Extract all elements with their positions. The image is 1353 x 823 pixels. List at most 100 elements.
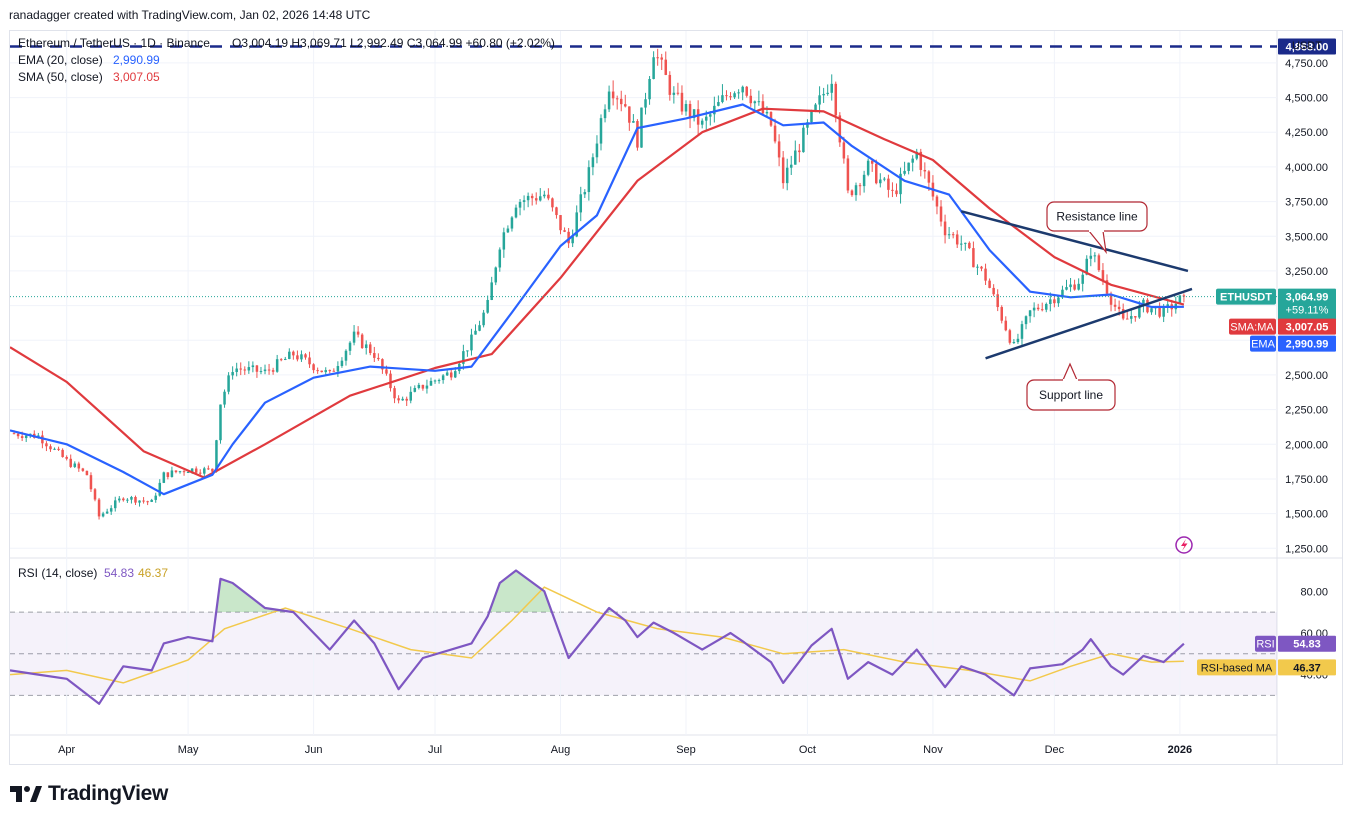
price-tick-label: 1,500.00 (1285, 509, 1328, 521)
candle-body (611, 91, 615, 99)
candle-body (992, 287, 995, 295)
candle-body (984, 268, 987, 281)
candle-body (567, 231, 570, 244)
support-callout[interactable]: Support line (1026, 362, 1116, 411)
candle-body (850, 190, 854, 196)
rsi-legend-label[interactable]: RSI (14, close) (18, 566, 97, 580)
candle-body (126, 499, 129, 501)
candle-body (1093, 255, 1097, 257)
candle-body (454, 371, 457, 378)
time-tick-label: Nov (923, 744, 943, 756)
candle-body (207, 468, 210, 470)
candle-body (587, 167, 591, 193)
time-tick-label: Sep (676, 744, 696, 756)
candle-body (1085, 258, 1089, 275)
price-tick-label: 1,750.00 (1285, 474, 1328, 486)
candle-body (563, 230, 566, 232)
candle-body (789, 164, 793, 168)
ema-legend-label[interactable]: EMA (20, close) (18, 53, 103, 67)
candle-body (583, 192, 587, 195)
tradingview-logo-text: TradingView (48, 782, 169, 805)
sma-legend-value: 3,007.05 (113, 70, 160, 84)
candle-body (660, 57, 663, 60)
candle-body (154, 495, 157, 500)
candle-body (972, 248, 975, 268)
sma-legend-label[interactable]: SMA (50, close) (18, 70, 103, 84)
flash-icon[interactable] (1175, 536, 1193, 554)
candle-body (599, 118, 603, 144)
price-tick-label: 4,000.00 (1285, 162, 1328, 174)
rsi-tick-label: 80.00 (1300, 586, 1328, 598)
candle-body (328, 370, 332, 372)
candle-body (470, 334, 473, 351)
candle-body (1121, 309, 1125, 319)
symbol-tag-text: ETHUSDT (1220, 292, 1272, 304)
rsi-value-text: 54.83 (1293, 639, 1321, 651)
chart-container[interactable]: Resistance line Support line 1,250.00 1,50… (9, 30, 1343, 765)
candle-body (1073, 284, 1076, 290)
candle-body (1113, 304, 1117, 307)
candle-body (288, 351, 291, 359)
candle-body (628, 106, 631, 123)
candle-body (838, 115, 842, 143)
sma-value-text: 3,007.05 (1286, 322, 1329, 334)
candle-body (830, 83, 833, 93)
candle-body (466, 350, 469, 352)
candle-body (85, 470, 89, 476)
price-pane[interactable] (10, 31, 1277, 558)
price-tick-label: 3,750.00 (1285, 197, 1328, 209)
chart-svg[interactable]: Resistance line Support line 1,250.00 1,50… (9, 31, 1342, 764)
candle-body (474, 330, 477, 335)
candle-body (891, 189, 894, 191)
candle-body (737, 92, 740, 94)
price-tick-label: 4,500.00 (1285, 93, 1328, 105)
candle-body (89, 475, 93, 490)
candle-body (198, 472, 202, 474)
candle-body (166, 472, 170, 477)
candle-body (935, 196, 939, 207)
candle-body (320, 370, 323, 373)
candle-body (745, 86, 748, 96)
price-tick-label: 4,250.00 (1285, 127, 1328, 139)
candle-body (279, 359, 283, 361)
price-badge-change: +59.11% (1286, 305, 1329, 317)
candle-body (522, 200, 526, 202)
candle-body (733, 93, 736, 98)
candle-body (903, 170, 906, 174)
currency-label[interactable]: USDT (1292, 40, 1322, 52)
rsi-badge[interactable]: RSI 54.83 (1255, 635, 1336, 652)
sma-badge[interactable]: SMA:MA 3,007.05 (1229, 318, 1336, 335)
candle-body (445, 372, 449, 376)
candle-body (870, 160, 874, 164)
candle-body (1178, 295, 1182, 304)
rsi-ma-badge[interactable]: RSI-based MA 46.37 (1197, 659, 1336, 676)
ema-tag-bg (1250, 335, 1276, 352)
resistance-callout[interactable]: Resistance line (1046, 201, 1148, 255)
candle-body (401, 398, 404, 401)
candle-body (810, 110, 813, 123)
candle-body (1024, 316, 1028, 325)
ema-badge[interactable]: EMA 2,990.99 (1250, 335, 1336, 352)
candle-body (1008, 330, 1012, 343)
candle-body (700, 120, 704, 125)
candle-body (300, 354, 303, 360)
candle-body (976, 266, 979, 268)
candle-body (219, 404, 222, 441)
tradingview-logo[interactable]: TradingView (10, 782, 168, 806)
key-level-badge-text: 4,868.00 (1286, 42, 1329, 54)
candle-body (575, 212, 578, 237)
candle-body (680, 92, 684, 112)
candle-body (615, 98, 619, 100)
candle-body (506, 228, 510, 233)
candle-body (340, 360, 344, 367)
time-tick-label: 2026 (1168, 744, 1192, 756)
candle-body (223, 391, 226, 405)
candle-body (1004, 320, 1008, 331)
resistance-callout-pointer-gap (1089, 229, 1104, 232)
key-level-badge[interactable]: 4,868.00 (1278, 38, 1336, 55)
candle-body (158, 482, 162, 496)
candle-body (543, 194, 546, 197)
candle-body (118, 498, 121, 501)
candle-body (275, 359, 279, 372)
candle-body (73, 463, 77, 467)
